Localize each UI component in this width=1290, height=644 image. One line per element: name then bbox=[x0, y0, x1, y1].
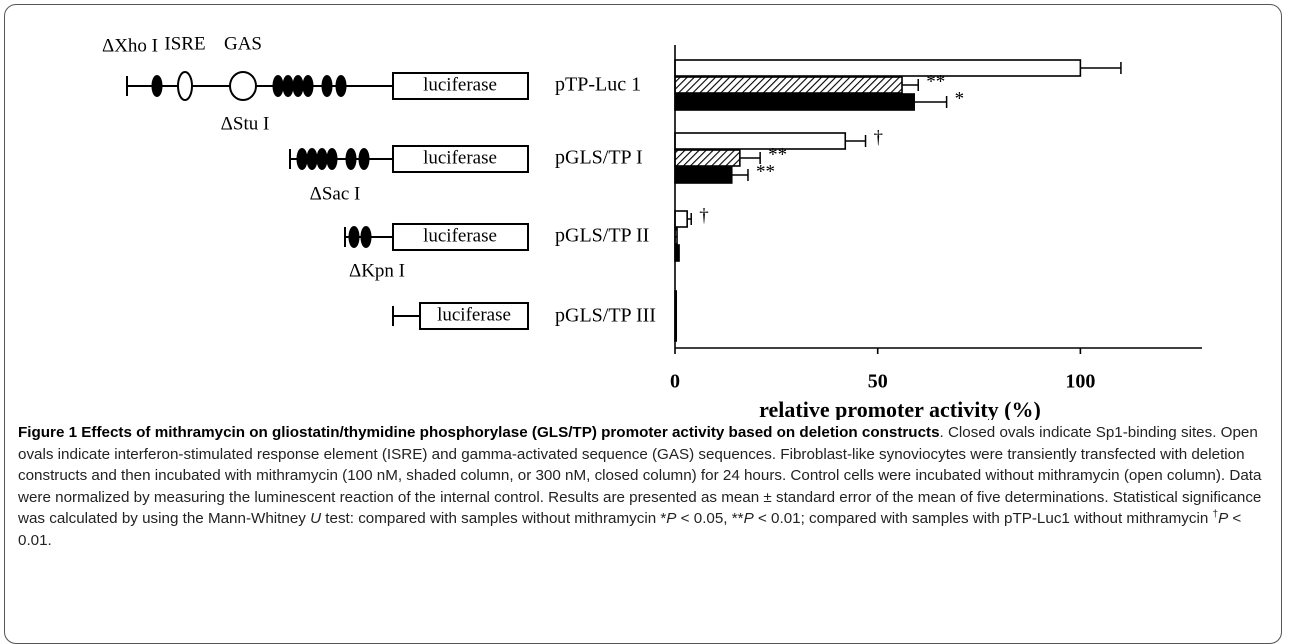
sp1-site bbox=[296, 148, 308, 170]
category-label: pGLS/TP III bbox=[555, 305, 656, 327]
caption-plain: < 0.01; compared with samples with pTP-L… bbox=[753, 510, 1213, 528]
site-label: ΔStu I bbox=[221, 113, 270, 134]
significance-label: ** bbox=[756, 161, 775, 182]
sp1-site bbox=[321, 75, 333, 97]
caption: Figure 1 Effects of mithramycin on glios… bbox=[18, 422, 1276, 552]
x-axis-title: relative promoter activity (%) bbox=[759, 397, 1041, 420]
category-label: pTP-Luc 1 bbox=[555, 74, 641, 96]
caption-plain: < 0.01. bbox=[18, 510, 1242, 549]
caption-italic: P bbox=[1218, 510, 1229, 528]
site-label: GAS bbox=[224, 33, 262, 54]
sp1-site bbox=[272, 75, 284, 97]
gas-site bbox=[229, 71, 257, 101]
sp1-site bbox=[360, 226, 372, 248]
reporter-box bbox=[392, 145, 529, 173]
x-tick-label: 0 bbox=[670, 371, 680, 393]
caption-plain: test: compared with samples without mith… bbox=[321, 510, 667, 528]
significance-label: * bbox=[955, 88, 965, 109]
sp1-site bbox=[302, 75, 314, 97]
bar bbox=[674, 210, 688, 228]
caption-sup: † bbox=[1212, 509, 1219, 521]
reporter-box bbox=[419, 302, 529, 330]
reporter-label: luciferase bbox=[423, 147, 497, 168]
caption-bold: Figure 1 Effects of mithramycin on glios… bbox=[18, 424, 940, 441]
caption-italic: U bbox=[310, 510, 322, 528]
bar bbox=[674, 132, 847, 150]
caption-italic: P bbox=[666, 510, 677, 528]
reporter-label: luciferase bbox=[423, 225, 497, 246]
caption-italic: P bbox=[743, 510, 754, 528]
sp1-site bbox=[348, 226, 360, 248]
bar bbox=[674, 76, 903, 94]
sp1-site bbox=[358, 148, 370, 170]
x-tick-label: 50 bbox=[868, 371, 888, 393]
reporter-label: luciferase bbox=[423, 74, 497, 95]
figure: luciferase luciferase luciferase lucifer… bbox=[102, 33, 1202, 420]
sp1-site bbox=[316, 148, 328, 170]
bar bbox=[674, 93, 915, 111]
reporter-box bbox=[392, 72, 529, 100]
x-tick-label: 100 bbox=[1065, 371, 1095, 393]
sp1-site bbox=[282, 75, 294, 97]
sp1-site bbox=[151, 75, 163, 97]
bar bbox=[674, 149, 741, 167]
bar bbox=[674, 166, 733, 184]
site-label: ΔXho I bbox=[102, 35, 158, 56]
bar bbox=[674, 59, 1082, 77]
reporter-box bbox=[392, 223, 529, 251]
site-label: ISRE bbox=[164, 33, 205, 54]
significance-label: † bbox=[699, 205, 709, 226]
significance-label: ** bbox=[768, 144, 787, 165]
sp1-site bbox=[345, 148, 357, 170]
category-label: pGLS/TP II bbox=[555, 225, 649, 247]
category-label: pGLS/TP I bbox=[555, 147, 643, 169]
sp1-site bbox=[292, 75, 304, 97]
site-label: ΔSac I bbox=[310, 183, 361, 204]
construct-diagram bbox=[126, 71, 529, 330]
reporter-label: luciferase bbox=[437, 304, 511, 325]
caption-plain: . Closed ovals indicate Sp1-binding site… bbox=[18, 424, 1262, 528]
significance-label: † bbox=[874, 127, 884, 148]
caption-plain: < 0.05, ** bbox=[676, 510, 744, 528]
sp1-site bbox=[306, 148, 318, 170]
significance-label: ** bbox=[926, 71, 945, 92]
sp1-site bbox=[335, 75, 347, 97]
site-label: ΔKpn I bbox=[349, 260, 405, 281]
isre-site bbox=[177, 71, 193, 101]
sp1-site bbox=[326, 148, 338, 170]
